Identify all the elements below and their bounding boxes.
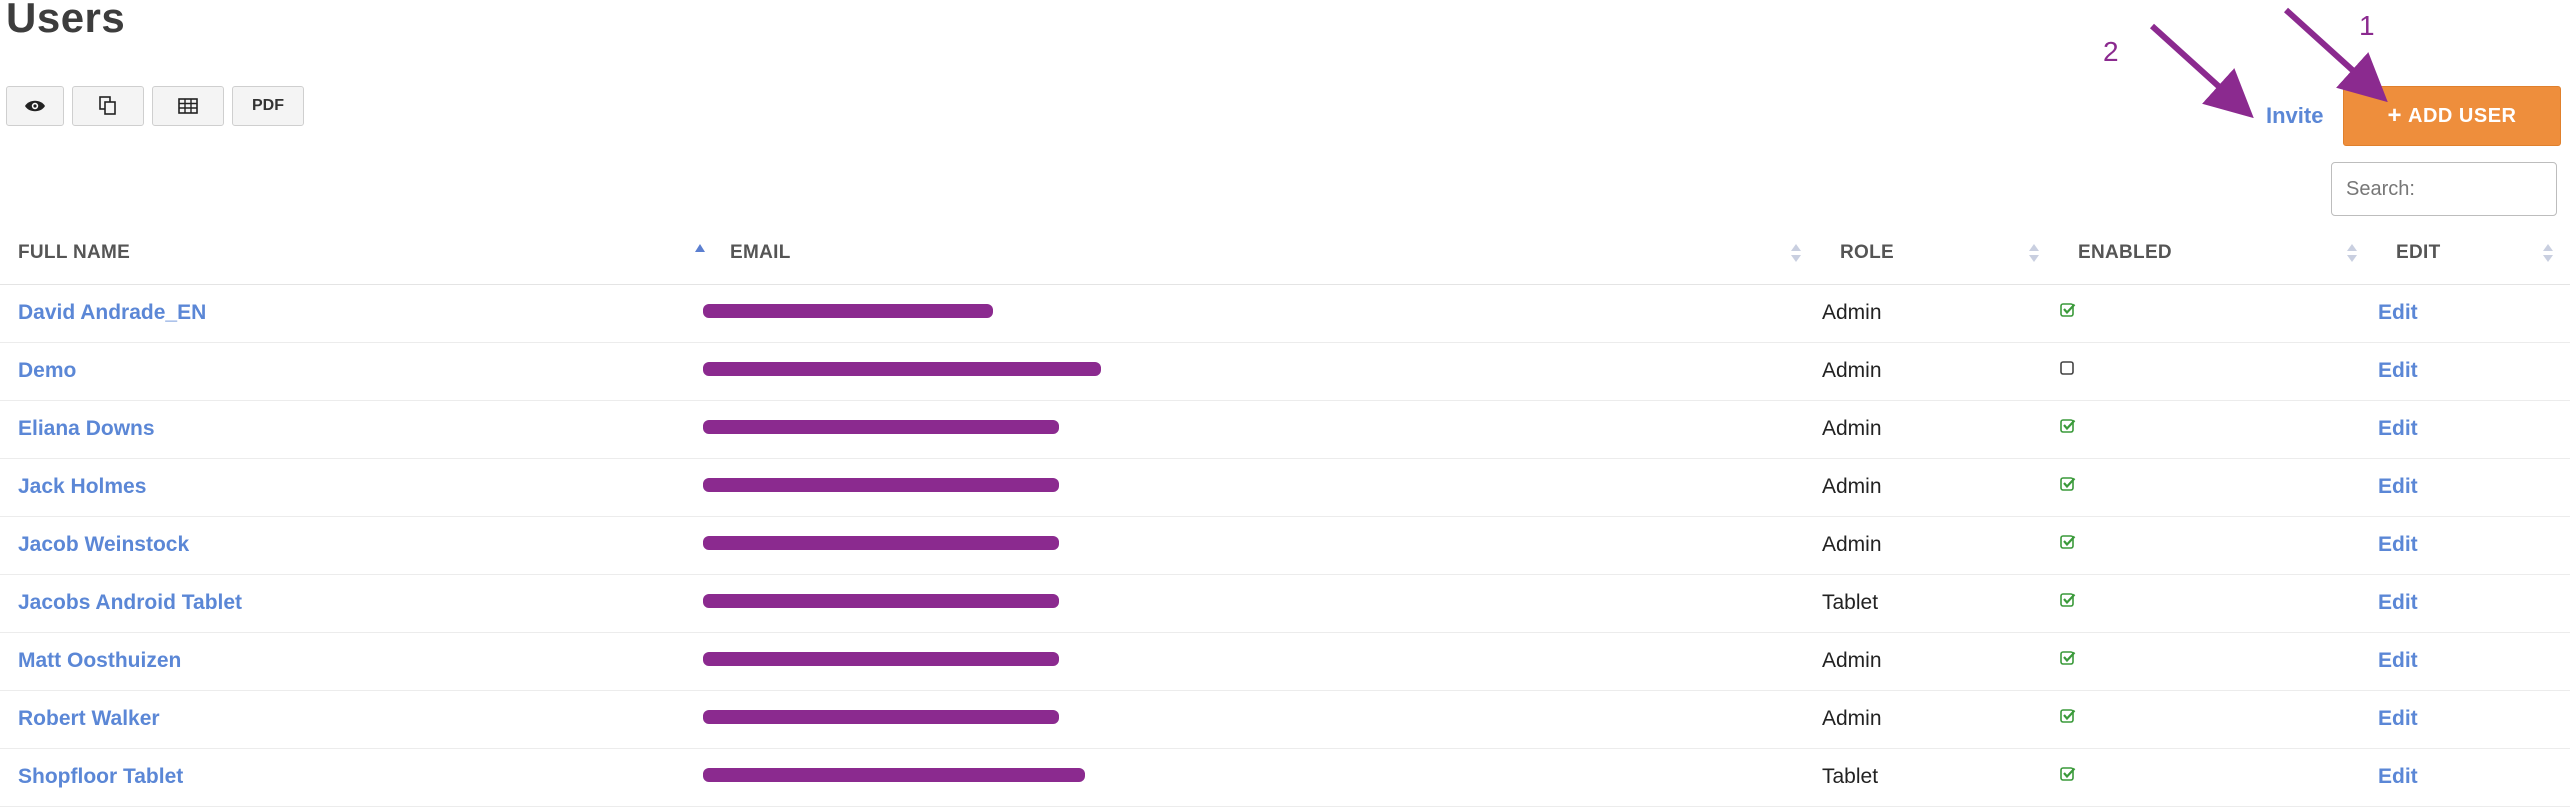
column-header-edit[interactable]: EDIT	[2378, 220, 2570, 285]
pdf-export-button[interactable]: PDF	[232, 86, 304, 126]
table-row: Jack Holmes Admin Edit	[0, 458, 2570, 517]
checked-box-icon	[2060, 476, 2076, 491]
table-row-cell: Jacobs Android Tablet Tablet Edit	[0, 574, 2570, 633]
user-name-link[interactable]: David Andrade_EN	[18, 300, 207, 324]
column-header-enabled[interactable]: ENABLED	[2060, 220, 2378, 285]
user-role: Admin	[1822, 648, 1882, 672]
email-redaction-mark	[703, 419, 1059, 434]
table-row-cell: Jacob Weinstock Admin Edit	[0, 516, 2570, 575]
invite-link[interactable]: Invite	[2266, 103, 2324, 128]
table-header-row: FULL NAME EMAIL ROLE ENABLED	[0, 220, 2570, 285]
user-name-link[interactable]: Jack Holmes	[18, 474, 147, 498]
edit-user-link[interactable]: Edit	[2378, 474, 2418, 498]
table-row: David Andrade_EN Admin Edit	[0, 284, 2570, 343]
table-row-cell: Jack Holmes Admin Edit	[0, 458, 2570, 517]
table-row-cell: Robert Walker Admin Edit	[0, 690, 2570, 749]
checked-box-icon	[2060, 418, 2076, 433]
checked-box-icon	[2060, 302, 2076, 317]
email-redaction-mark	[703, 361, 1101, 376]
table-row-cell: Eliana Downs Admin Edit	[0, 400, 2570, 459]
user-role: Admin	[1822, 706, 1882, 730]
table-row: Jacob Weinstock Admin Edit	[0, 516, 2570, 575]
edit-user-link[interactable]: Edit	[2378, 648, 2418, 672]
user-name-link[interactable]: Matt Oosthuizen	[18, 648, 182, 672]
table-row: Demo Admin Edit	[0, 342, 2570, 401]
table-row: Matt Oosthuizen Admin Edit	[0, 632, 2570, 691]
user-role: Admin	[1822, 416, 1882, 440]
unchecked-box-icon	[2060, 360, 2074, 375]
sort-both-icon	[2543, 244, 2553, 262]
plus-icon: +	[2387, 102, 2403, 129]
column-visibility-button[interactable]	[6, 86, 64, 126]
checked-box-icon	[2060, 592, 2076, 607]
checked-box-icon	[2060, 708, 2076, 723]
copy-button[interactable]	[72, 86, 144, 126]
email-redaction-mark	[703, 303, 993, 318]
table-row-cell: Demo Admin Edit	[0, 342, 2570, 401]
user-name-link[interactable]: Jacob Weinstock	[18, 532, 190, 556]
email-redaction-mark	[703, 709, 1059, 724]
edit-user-link[interactable]: Edit	[2378, 532, 2418, 556]
checked-box-icon	[2060, 650, 2076, 665]
user-role: Admin	[1822, 474, 1882, 498]
edit-user-link[interactable]: Edit	[2378, 764, 2418, 788]
eye-icon	[25, 100, 45, 112]
table-row-cell: Shopfloor Tablet Tablet Edit	[0, 748, 2570, 807]
user-role: Admin	[1822, 300, 1882, 324]
annotation-label-2: 2	[2103, 36, 2119, 67]
annotation-label-1: 1	[2359, 10, 2375, 41]
edit-user-link[interactable]: Edit	[2378, 300, 2418, 324]
table-row-cell: David Andrade_EN Admin Edit	[0, 284, 2570, 343]
pdf-label: PDF	[252, 97, 284, 114]
table-row: Shopfloor Tablet Tablet Edit	[0, 748, 2570, 807]
edit-user-link[interactable]: Edit	[2378, 358, 2418, 382]
csv-export-button[interactable]	[152, 86, 224, 126]
users-table: FULL NAME EMAIL ROLE ENABLED	[0, 220, 2570, 807]
edit-user-link[interactable]: Edit	[2378, 590, 2418, 614]
sort-both-icon	[2347, 244, 2357, 262]
edit-user-link[interactable]: Edit	[2378, 706, 2418, 730]
email-redaction-mark	[703, 593, 1059, 608]
add-user-button[interactable]: + ADD USER	[2343, 86, 2561, 146]
arrow-1	[2283, 7, 2388, 103]
user-name-link[interactable]: Eliana Downs	[18, 416, 155, 440]
column-header-full-name[interactable]: FULL NAME	[0, 220, 712, 285]
user-role: Tablet	[1822, 590, 1879, 614]
search-input[interactable]	[2331, 162, 2557, 216]
user-name-link[interactable]: Robert Walker	[18, 706, 160, 730]
email-redaction-mark	[703, 651, 1059, 666]
checked-box-icon	[2060, 534, 2076, 549]
email-redaction-mark	[703, 767, 1085, 782]
email-redaction-mark	[703, 477, 1059, 492]
checked-box-icon	[2060, 766, 2076, 781]
user-role: Admin	[1822, 358, 1882, 382]
column-header-role[interactable]: ROLE	[1822, 220, 2060, 285]
table-icon	[178, 98, 198, 114]
sort-ascending-icon	[695, 244, 705, 252]
table-row-cell: Matt Oosthuizen Admin Edit	[0, 632, 2570, 691]
page-title: Users	[6, 0, 126, 41]
user-name-link[interactable]: Demo	[18, 358, 77, 382]
copy-icon	[99, 96, 116, 115]
table-row: Eliana Downs Admin Edit	[0, 400, 2570, 459]
arrow-2	[2149, 23, 2254, 119]
sort-both-icon	[2029, 244, 2039, 262]
user-name-link[interactable]: Shopfloor Tablet	[18, 764, 184, 788]
table-row: Robert Walker Admin Edit	[0, 690, 2570, 749]
user-role: Tablet	[1822, 764, 1879, 788]
user-role: Admin	[1822, 532, 1882, 556]
table-row: Jacobs Android Tablet Tablet Edit	[0, 574, 2570, 633]
email-redaction-mark	[703, 535, 1059, 550]
user-name-link[interactable]: Jacobs Android Tablet	[18, 590, 243, 614]
column-header-email[interactable]: EMAIL	[712, 220, 1822, 285]
edit-user-link[interactable]: Edit	[2378, 416, 2418, 440]
add-user-label: ADD USER	[2408, 104, 2517, 127]
sort-both-icon	[1791, 244, 1801, 262]
